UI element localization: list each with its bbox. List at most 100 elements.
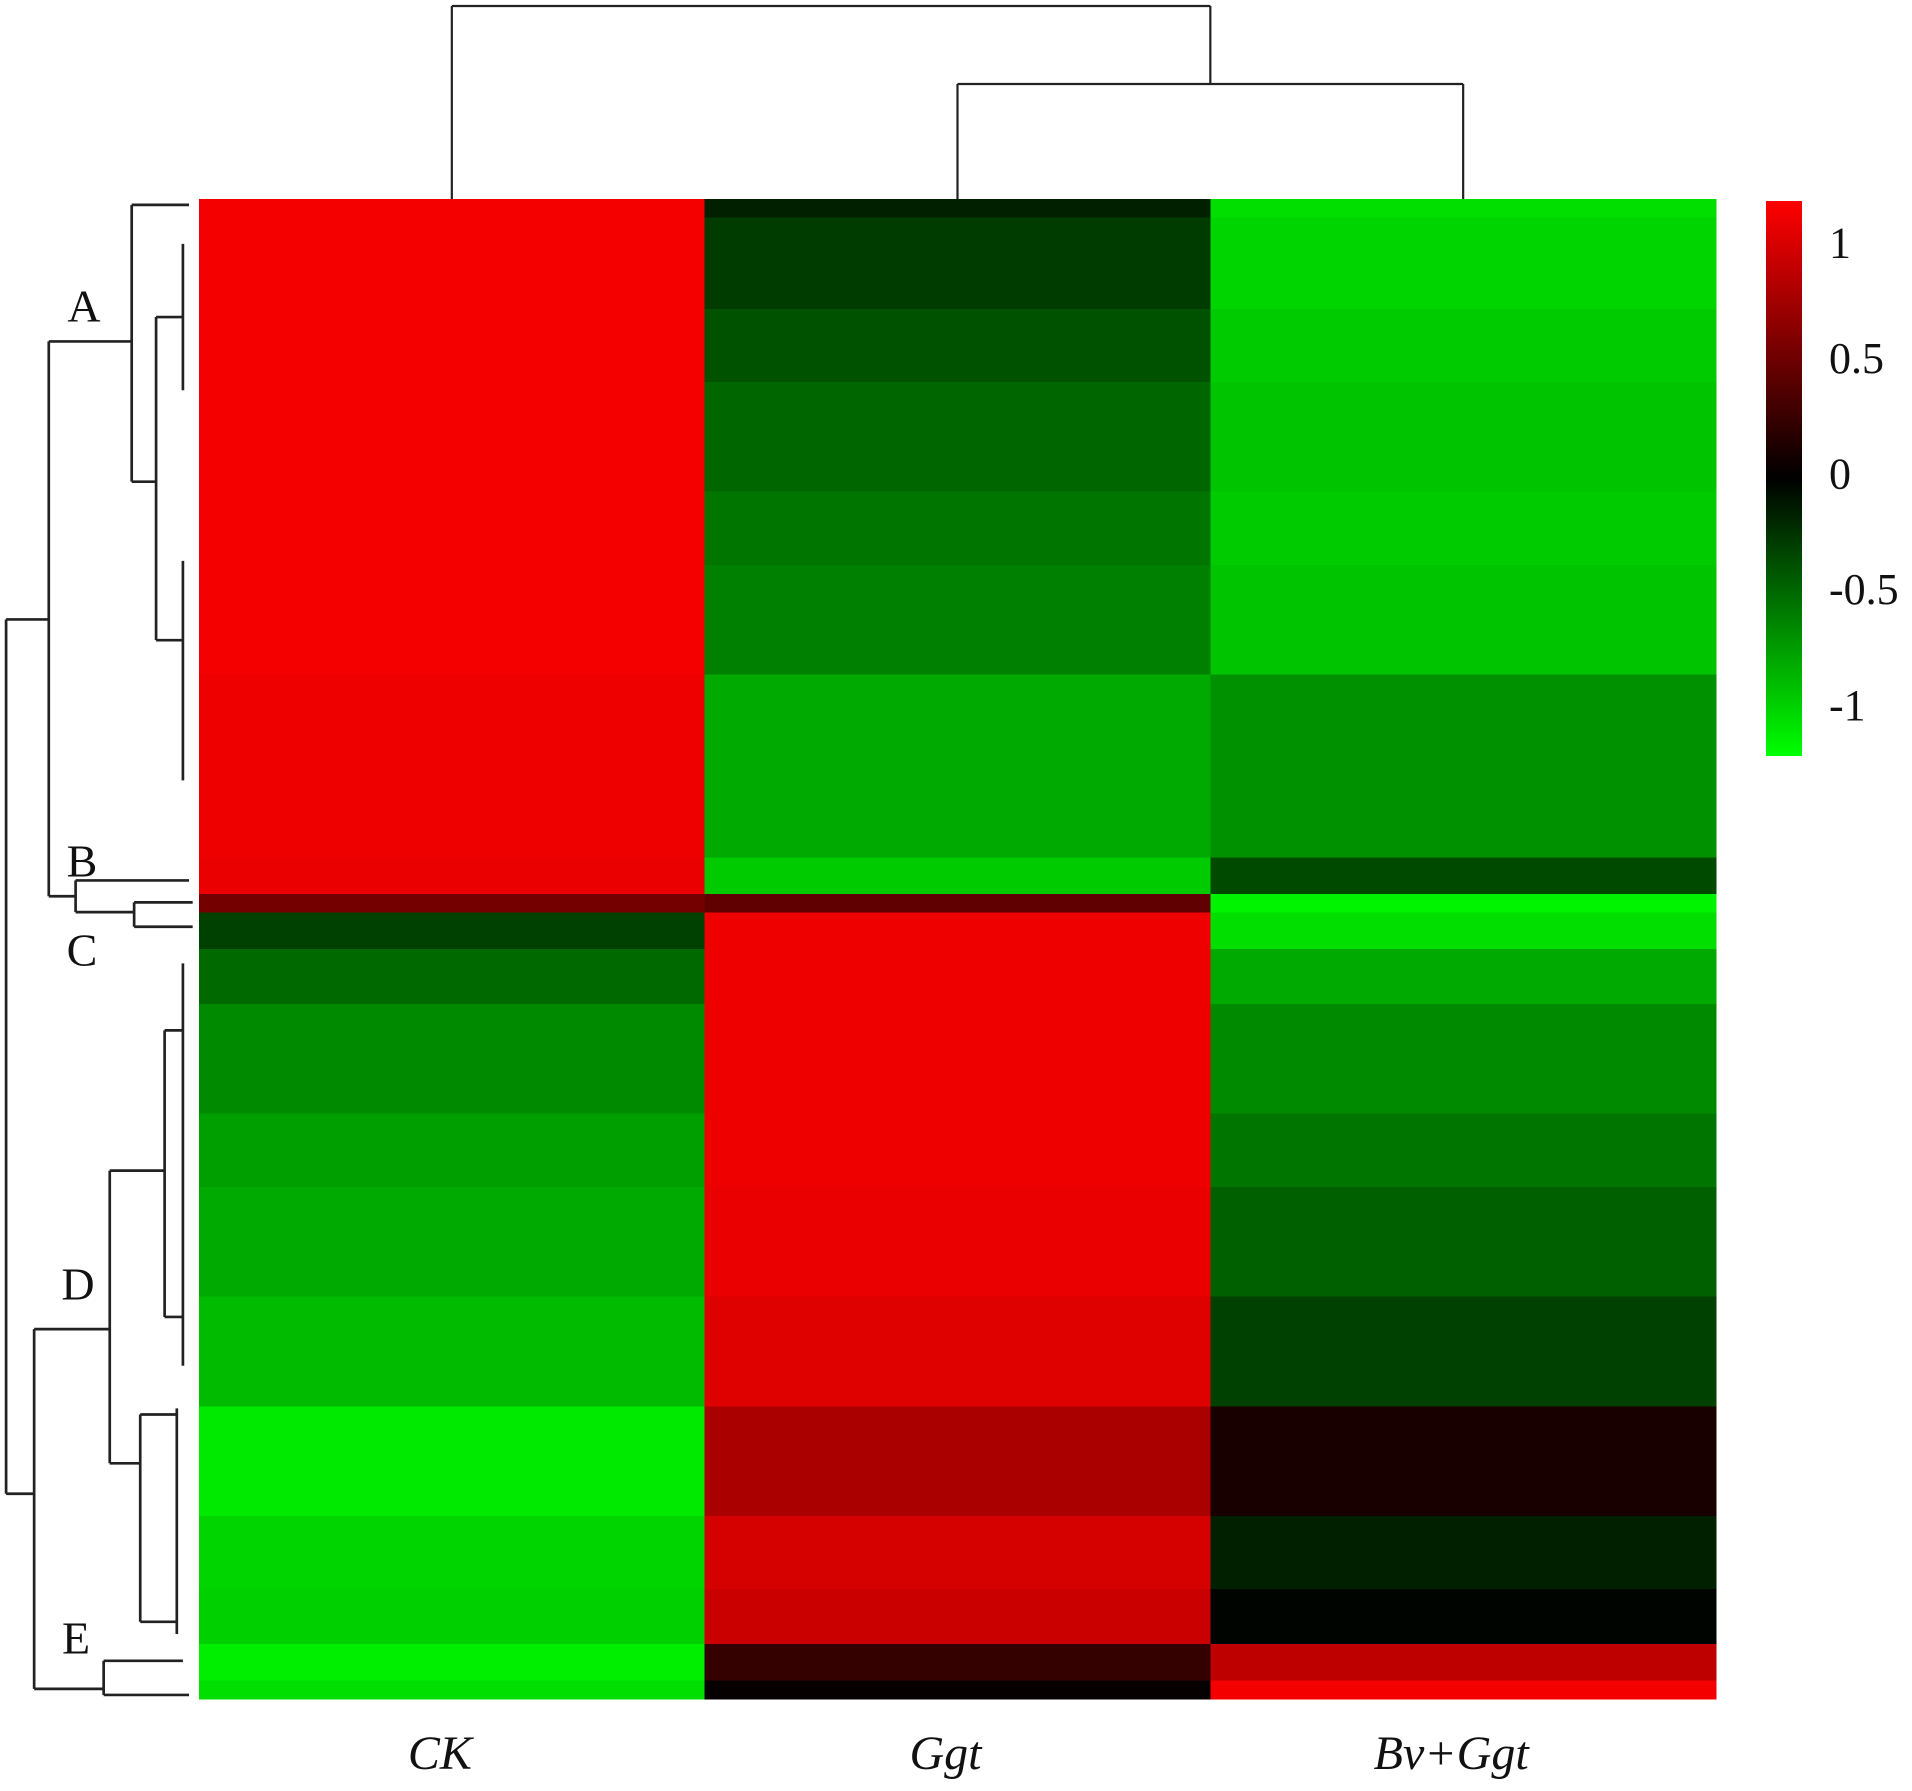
heatmap-cell bbox=[199, 381, 706, 401]
heatmap-cell bbox=[1210, 1058, 1717, 1078]
heatmap-cell bbox=[199, 583, 706, 603]
heatmap-cell bbox=[704, 308, 1211, 328]
heatmap-cell bbox=[199, 1077, 706, 1096]
heatmap-cell bbox=[704, 1369, 1211, 1389]
heatmap-cell bbox=[1210, 400, 1717, 420]
heatmap-cell bbox=[1210, 1131, 1717, 1151]
column-dendrogram bbox=[450, 4, 1465, 199]
heatmap-cell bbox=[1210, 601, 1717, 621]
heatmap-cell bbox=[199, 1644, 706, 1664]
heatmap-cell bbox=[1210, 1095, 1717, 1115]
heatmap-cell bbox=[199, 619, 706, 639]
heatmap-cell bbox=[199, 839, 706, 859]
heatmap-cell bbox=[704, 1570, 1211, 1590]
heatmap-cell bbox=[199, 692, 706, 712]
heatmap-cell bbox=[1210, 1077, 1717, 1096]
heatmap-cell bbox=[704, 583, 1211, 603]
heatmap-cell bbox=[1210, 967, 1717, 987]
heatmap-cell bbox=[1210, 1241, 1717, 1261]
heatmap-cell bbox=[199, 290, 706, 310]
heatmap-cell bbox=[199, 308, 706, 328]
heatmap-cell bbox=[1210, 1497, 1717, 1517]
heatmap-cell bbox=[1210, 985, 1717, 1005]
heatmap-cell bbox=[199, 1625, 706, 1645]
heatmap-cell bbox=[1210, 1644, 1717, 1664]
heatmap-cell bbox=[1210, 491, 1717, 511]
heatmap-cell bbox=[199, 711, 706, 731]
heatmap-cell bbox=[199, 1131, 706, 1151]
heatmap-cell bbox=[704, 1095, 1211, 1115]
heatmap-cell bbox=[704, 674, 1211, 694]
colorbar-tick-label: 0 bbox=[1829, 450, 1851, 499]
heatmap-cell bbox=[1210, 1388, 1717, 1407]
heatmap-cell bbox=[704, 491, 1211, 511]
heatmap-cell bbox=[1210, 217, 1717, 237]
heatmap-cell bbox=[199, 235, 706, 255]
heatmap-cell bbox=[199, 1278, 706, 1298]
heatmap-cell bbox=[199, 1022, 706, 1042]
heatmap-cell bbox=[199, 1516, 706, 1535]
heatmap-cell bbox=[1210, 253, 1717, 273]
heatmap-cell bbox=[1210, 839, 1717, 859]
heatmap-cell bbox=[1210, 638, 1717, 657]
heatmap-cell bbox=[1210, 1479, 1717, 1499]
heatmap-cell bbox=[1210, 1516, 1717, 1535]
heatmap-cell bbox=[704, 217, 1211, 237]
heatmap-cell bbox=[1210, 509, 1717, 529]
heatmap-cell bbox=[704, 857, 1211, 877]
heatmap-cell bbox=[1210, 1406, 1717, 1426]
heatmap-cell bbox=[1210, 308, 1717, 328]
heatmap-cell bbox=[1210, 1040, 1717, 1060]
heatmap-cell bbox=[1210, 930, 1717, 950]
heatmap-cell bbox=[704, 1351, 1211, 1371]
heatmap-cell bbox=[704, 1479, 1211, 1499]
heatmap-cell bbox=[704, 1424, 1211, 1444]
heatmap-cell bbox=[199, 1351, 706, 1371]
heatmap-cell bbox=[1210, 436, 1717, 456]
heatmap-cell bbox=[704, 692, 1211, 712]
heatmap-cell bbox=[1210, 1333, 1717, 1353]
heatmap-cell bbox=[704, 912, 1211, 932]
heatmap-cell bbox=[199, 1534, 706, 1554]
heatmap-cell bbox=[704, 1077, 1211, 1096]
heatmap-cell bbox=[704, 436, 1211, 456]
heatmap-cell bbox=[1210, 327, 1717, 346]
heatmap-cell bbox=[199, 1259, 706, 1279]
heatmap-cell bbox=[704, 473, 1211, 493]
heatmap-cell bbox=[199, 1186, 706, 1206]
heatmap-cell bbox=[199, 930, 706, 950]
heatmap-cell bbox=[199, 875, 706, 895]
heatmap-cell bbox=[199, 1095, 706, 1115]
heatmap-cell bbox=[1210, 1168, 1717, 1188]
heatmap-cell bbox=[1210, 1461, 1717, 1481]
heatmap-cell bbox=[704, 638, 1211, 657]
heatmap-cell bbox=[1210, 875, 1717, 895]
heatmap-cell bbox=[704, 1552, 1211, 1572]
heatmap-cell bbox=[1210, 1278, 1717, 1298]
heatmap-cell bbox=[704, 1589, 1211, 1609]
heatmap-cell bbox=[199, 473, 706, 493]
heatmap-cell bbox=[704, 290, 1211, 310]
heatmap-cell bbox=[704, 199, 1211, 218]
heatmap-cell bbox=[199, 436, 706, 456]
heatmap-cell bbox=[704, 1278, 1211, 1298]
heatmap-cell bbox=[1210, 1259, 1717, 1279]
heatmap-cell bbox=[199, 1497, 706, 1517]
heatmap-cell bbox=[704, 1607, 1211, 1627]
heatmap-cell bbox=[199, 912, 706, 932]
heatmap-cell bbox=[1210, 1625, 1717, 1645]
heatmap-cell bbox=[1210, 692, 1717, 712]
heatmap-cell bbox=[1210, 1607, 1717, 1627]
heatmap-cell bbox=[1210, 473, 1717, 493]
heatmap-cell bbox=[704, 327, 1211, 346]
heatmap-cell bbox=[704, 839, 1211, 859]
heatmap-cell bbox=[199, 1552, 706, 1572]
heatmap-cell bbox=[704, 894, 1211, 914]
heatmap-cell bbox=[1210, 1351, 1717, 1371]
colorbar-tick-label: -1 bbox=[1829, 681, 1866, 730]
heatmap-cell bbox=[1210, 564, 1717, 584]
heatmap-cell bbox=[704, 985, 1211, 1005]
heatmap-cell bbox=[199, 1003, 706, 1023]
heatmap-cell bbox=[199, 1113, 706, 1133]
heatmap-cell bbox=[704, 1406, 1211, 1426]
